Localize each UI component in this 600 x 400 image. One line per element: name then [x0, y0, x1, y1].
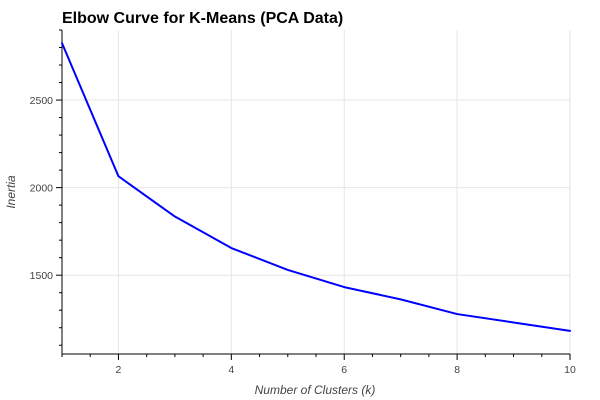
y-tick-label: 2500	[30, 95, 54, 107]
x-tick-label: 8	[454, 364, 460, 376]
x-tick-label: 10	[564, 364, 576, 376]
x-tick-label: 2	[116, 364, 122, 376]
y-axis-label: Inertia	[4, 175, 18, 209]
grid	[62, 30, 571, 354]
series-layer	[61, 42, 571, 332]
x-tick-label: 4	[228, 364, 234, 376]
y-tick-label: 1500	[30, 270, 54, 282]
axes: 2 4 6 8 10 1500 2000 2500	[30, 29, 576, 376]
y-tick-label: 2000	[30, 183, 54, 195]
series-line	[61, 42, 571, 332]
x-tick-label: 6	[341, 364, 347, 376]
chart-title: Elbow Curve for K-Means (PCA Data)	[62, 10, 343, 27]
x-axis-label: Number of Clusters (k)	[255, 383, 376, 397]
